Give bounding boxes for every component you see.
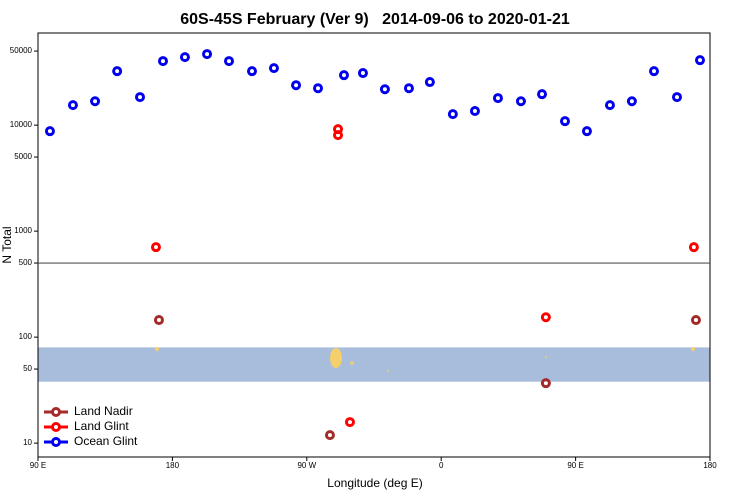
band-layer: [38, 347, 710, 382]
point: [688, 242, 699, 253]
point: [694, 55, 705, 66]
point: [357, 68, 368, 79]
point: [246, 66, 257, 77]
x-tick-label: 90 E: [30, 461, 46, 470]
chart-title: 60S-45S February (Ver 9) 2014-09-06 to 2…: [180, 11, 570, 28]
point: [492, 93, 503, 104]
legend-marker: [51, 422, 61, 432]
x-tick-label: 90 W: [297, 461, 316, 470]
point: [268, 63, 279, 74]
land-shapes: [155, 347, 695, 372]
point: [671, 92, 682, 103]
land-shape: [155, 347, 159, 351]
x-tick-label: 0: [439, 461, 444, 470]
legend-label: Land Glint: [74, 419, 129, 433]
point: [403, 83, 414, 94]
point: [338, 70, 349, 81]
y-tick-label: 1000: [14, 226, 32, 235]
legend-marker: [51, 407, 61, 417]
point: [469, 105, 480, 116]
point: [223, 56, 234, 67]
point: [153, 315, 164, 326]
y-tick-label: 5000: [14, 152, 32, 161]
point: [67, 100, 78, 111]
y-tick-label: 10: [23, 438, 32, 447]
point: [333, 130, 344, 141]
band: [38, 347, 710, 382]
point: [179, 52, 190, 63]
land-shape: [545, 356, 547, 358]
point: [90, 96, 101, 107]
point: [313, 83, 323, 94]
point: [515, 96, 526, 107]
y-tick-label: 50000: [10, 46, 33, 55]
point: [324, 430, 335, 441]
point: [447, 109, 458, 120]
y-tick-label: 100: [19, 332, 33, 341]
point: [540, 378, 551, 389]
point: [604, 100, 615, 111]
point: [559, 116, 570, 127]
land-shape: [350, 361, 354, 365]
point: [150, 242, 161, 253]
point: [690, 315, 701, 326]
land-shape: [330, 348, 342, 368]
point: [424, 77, 435, 88]
x-axis-label: Longitude (deg E): [327, 476, 422, 490]
point: [540, 312, 551, 323]
legend-label: Land Nadir: [74, 404, 133, 418]
point: [344, 417, 355, 428]
land-shape: [387, 370, 389, 372]
x-tick-label: 180: [166, 461, 180, 470]
legend-marker: [51, 437, 61, 447]
x-tick-label: 90 E: [567, 461, 583, 470]
point: [157, 56, 168, 67]
point: [581, 126, 592, 137]
y-tick-label: 10000: [10, 120, 33, 129]
plot-frame: [37, 32, 711, 458]
y-axis-label: N Total: [0, 226, 14, 263]
legend-label: Ocean Glint: [74, 434, 138, 448]
point: [379, 84, 390, 95]
y-tick-label: 50: [23, 364, 32, 373]
point: [626, 96, 637, 107]
point: [202, 49, 213, 60]
point: [291, 80, 302, 91]
x-tick-label: 180: [703, 461, 717, 470]
y-tick-label: 500: [19, 258, 33, 267]
point: [44, 126, 55, 137]
point: [134, 92, 145, 103]
point: [537, 89, 547, 100]
point: [112, 66, 123, 77]
point: [649, 66, 659, 77]
land-shape: [691, 347, 695, 351]
